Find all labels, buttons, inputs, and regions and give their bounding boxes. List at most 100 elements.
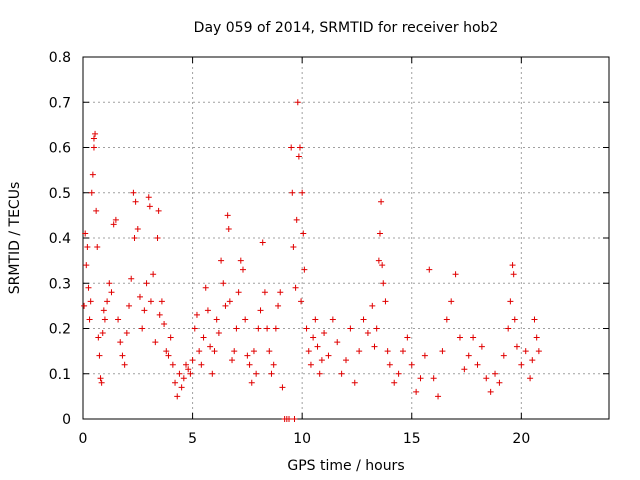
data-point: [290, 244, 297, 251]
data-point: [253, 370, 260, 377]
data-point: [286, 416, 293, 422]
data-point: [510, 271, 517, 278]
data-point: [213, 316, 220, 323]
data-point: [364, 330, 371, 337]
data-point: [204, 307, 211, 314]
data-point: [310, 334, 317, 341]
data-point: [305, 348, 312, 355]
data-point: [531, 316, 538, 323]
data-point: [259, 239, 266, 246]
data-point: [399, 348, 406, 355]
data-point: [112, 216, 119, 223]
data-point: [294, 99, 301, 106]
data-point: [92, 130, 99, 137]
data-point: [527, 375, 534, 382]
data-point: [300, 230, 307, 237]
data-point: [143, 280, 150, 287]
x-axis-label: GPS time / hours: [287, 458, 404, 474]
data-point: [123, 330, 130, 337]
y-tick-label: 0.5: [49, 186, 71, 202]
data-point: [136, 293, 143, 300]
data-point: [163, 348, 170, 355]
data-point: [90, 135, 97, 142]
data-point: [85, 284, 92, 291]
data-point: [84, 244, 91, 251]
data-point: [146, 203, 153, 210]
data-point: [156, 311, 163, 318]
data-point: [248, 379, 255, 386]
data-point: [404, 334, 411, 341]
data-point: [226, 298, 233, 305]
data-point: [250, 348, 257, 355]
data-point: [209, 370, 216, 377]
data-point: [291, 416, 298, 422]
data-point: [141, 307, 148, 314]
data-point: [279, 384, 286, 391]
data-point: [225, 225, 232, 232]
data-point: [90, 144, 97, 151]
data-point: [222, 302, 229, 309]
data-point: [229, 357, 236, 364]
data-point: [121, 361, 128, 368]
data-point: [178, 384, 185, 391]
data-point: [211, 348, 218, 355]
data-point: [131, 235, 138, 241]
y-tick-label: 0.2: [49, 322, 71, 338]
data-point: [191, 325, 198, 332]
data-point: [382, 298, 389, 305]
data-point: [128, 275, 135, 282]
data-point: [161, 320, 168, 327]
data-point: [529, 357, 536, 364]
data-point: [288, 144, 295, 151]
data-point: [430, 375, 437, 382]
data-point: [193, 311, 200, 318]
data-point: [88, 189, 95, 196]
data-point: [347, 325, 354, 332]
data-point: [375, 257, 382, 264]
data-point: [215, 330, 222, 337]
data-point: [307, 361, 314, 368]
data-point: [119, 352, 126, 359]
data-point: [505, 325, 512, 332]
data-point: [329, 316, 336, 323]
data-point: [87, 298, 94, 305]
data-point: [235, 289, 242, 296]
data-point: [189, 357, 196, 364]
data-point: [242, 316, 249, 323]
data-point: [371, 343, 378, 350]
y-tick-label: 0.8: [49, 50, 71, 66]
data-point: [83, 262, 90, 269]
data-point: [152, 339, 159, 346]
data-point: [496, 379, 503, 386]
data-point: [277, 289, 284, 296]
data-point: [108, 289, 115, 296]
data-point: [147, 298, 154, 305]
data-point: [158, 298, 165, 305]
x-tick-label: 10: [293, 431, 311, 447]
data-point: [132, 198, 139, 205]
data-point: [207, 343, 214, 350]
data-point: [321, 330, 328, 337]
data-point: [101, 316, 108, 323]
data-point: [94, 244, 101, 251]
y-tick-label: 0.6: [49, 141, 71, 157]
data-point: [93, 207, 100, 214]
data-point: [318, 357, 325, 364]
data-point: [224, 212, 231, 219]
y-tick-label: 0.4: [49, 231, 71, 247]
data-point: [343, 357, 349, 364]
data-point: [100, 307, 107, 314]
data-point: [483, 375, 490, 382]
data-point: [196, 348, 203, 355]
data-point: [509, 262, 516, 269]
data-point: [97, 375, 104, 382]
data-point: [296, 144, 303, 151]
data-point: [299, 189, 306, 196]
data-point: [421, 352, 428, 359]
data-point: [98, 379, 105, 386]
data-point: [298, 298, 305, 305]
data-point: [535, 348, 542, 355]
plot-frame: [82, 56, 610, 420]
data-point: [384, 348, 391, 355]
data-point: [513, 343, 520, 350]
